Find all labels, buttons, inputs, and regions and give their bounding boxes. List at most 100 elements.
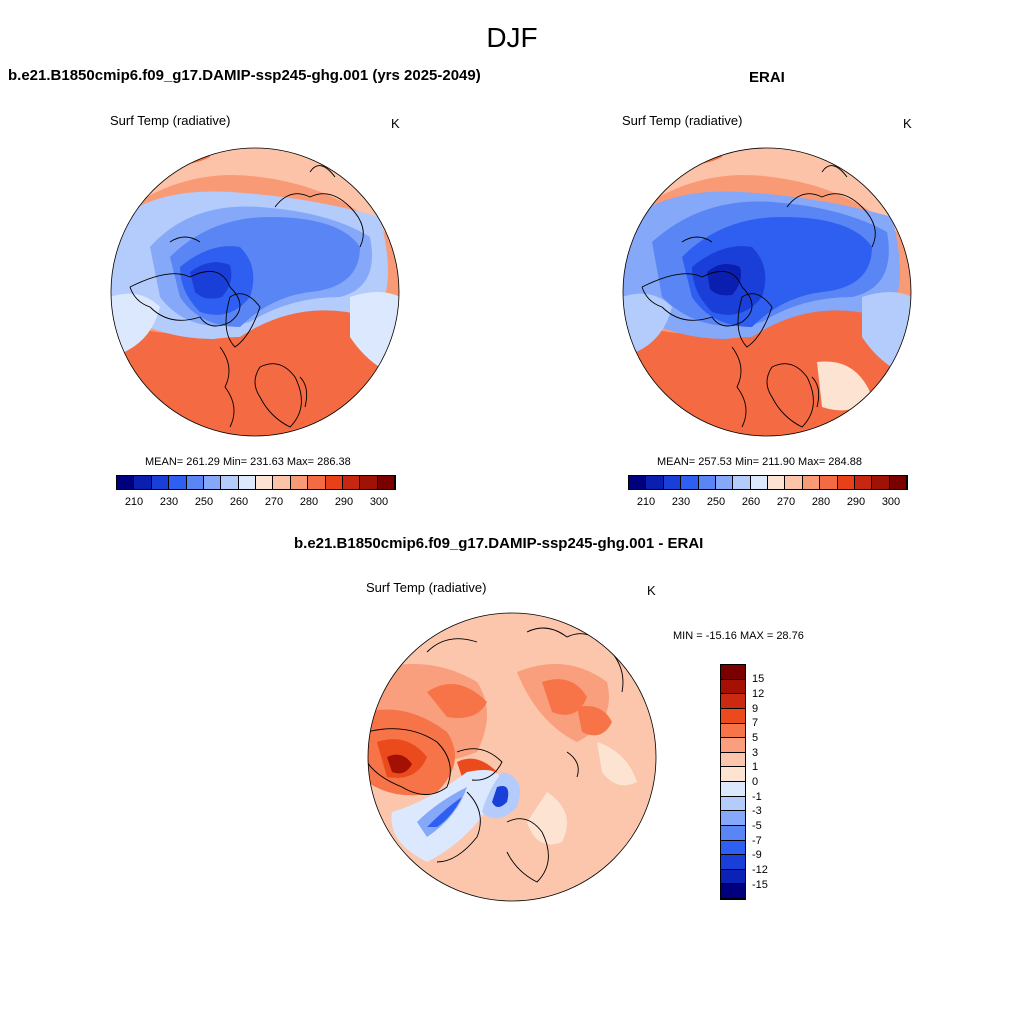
colorbar-tick: -15 (752, 879, 768, 891)
colorbar-swatch (721, 840, 745, 856)
colorbar-swatch (721, 869, 745, 885)
colorbar-swatch (721, 884, 745, 899)
panel-2-variable: Surf Temp (radiative) (622, 113, 743, 128)
colorbar-tick: 260 (229, 496, 249, 508)
colorbar-swatch (238, 476, 256, 489)
colorbar-swatch (820, 476, 838, 489)
colorbar-tick: -12 (752, 864, 768, 876)
colorbar-tick: 0 (752, 776, 759, 788)
colorbar-swatch (151, 476, 170, 489)
colorbar-swatch (721, 855, 745, 870)
colorbar-swatch (802, 476, 821, 489)
panel-3-variable: Surf Temp (radiative) (366, 580, 487, 595)
panel-3-stats: MIN = -15.16 MAX = 28.76 (673, 630, 804, 642)
panel-3-title: b.e21.B1850cmip6.f09_g17.DAMIP-ssp245-gh… (294, 535, 704, 552)
colorbar-swatch (872, 476, 890, 489)
colorbar-swatch (698, 476, 716, 489)
colorbar-swatch (721, 723, 745, 739)
colorbar-swatch (290, 476, 309, 489)
colorbar-swatch (273, 476, 291, 489)
colorbar-swatch (721, 782, 745, 797)
panel-1-colorbar-ticks: 210 230 250 260 270 280 290 300 (116, 496, 396, 510)
map-erai-surface-temperature (622, 147, 912, 437)
colorbar-swatch (889, 476, 907, 489)
colorbar-tick: 300 (369, 496, 389, 508)
colorbar-tick: 270 (264, 496, 284, 508)
colorbar-tick: 290 (846, 496, 866, 508)
colorbar-swatch (134, 476, 152, 489)
panel-3-units: K (647, 583, 656, 598)
colorbar-tick: -9 (752, 849, 762, 861)
colorbar-tick: 230 (159, 496, 179, 508)
colorbar-swatch (169, 476, 187, 489)
colorbar-swatch (663, 476, 682, 489)
panel-1-units: K (391, 116, 400, 131)
colorbar-swatch (721, 708, 745, 724)
map-model-surface-temperature (110, 147, 400, 437)
colorbar-tick: 270 (776, 496, 796, 508)
colorbar-tick: 250 (194, 496, 214, 508)
colorbar-tick: 9 (752, 703, 759, 715)
colorbar-swatch (342, 476, 361, 489)
colorbar-swatch (721, 811, 745, 826)
colorbar-swatch (721, 694, 745, 709)
panel-2-colorbar-ticks: 210 230 250 260 270 280 290 300 (628, 496, 908, 510)
colorbar-swatch (750, 476, 768, 489)
colorbar-tick: -5 (752, 820, 762, 832)
panel-3-colorbar-ticks: 15 12 9 7 5 3 1 0 -1 -3 -5 -7 -9 -12 -15 (752, 664, 792, 900)
colorbar-swatch (681, 476, 699, 489)
panel-2-title: ERAI (749, 69, 785, 86)
colorbar-swatch (221, 476, 239, 489)
colorbar-swatch (256, 476, 274, 489)
colorbar-tick: 210 (636, 496, 656, 508)
colorbar-swatch (854, 476, 873, 489)
colorbar-tick: 290 (334, 496, 354, 508)
panel-1-variable: Surf Temp (radiative) (110, 113, 231, 128)
colorbar-swatch (721, 796, 745, 812)
panel-1-stats: MEAN= 261.29 Min= 231.63 Max= 286.38 (145, 456, 351, 468)
colorbar-tick: 1 (752, 761, 759, 773)
colorbar-tick: 15 (752, 673, 765, 685)
panel-1-colorbar (116, 475, 396, 490)
colorbar-swatch (325, 476, 343, 489)
colorbar-swatch (768, 476, 786, 489)
colorbar-tick: 250 (706, 496, 726, 508)
page-title: DJF (486, 22, 538, 53)
colorbar-swatch (721, 752, 745, 768)
panel-2-stats: MEAN= 257.53 Min= 211.90 Max= 284.88 (657, 456, 862, 468)
colorbar-tick: 230 (671, 496, 691, 508)
colorbar-swatch (186, 476, 204, 489)
colorbar-tick: -1 (752, 791, 762, 803)
panel-2-colorbar (628, 475, 908, 490)
colorbar-tick: -3 (752, 805, 762, 817)
panel-2-units: K (903, 116, 912, 131)
colorbar-swatch (646, 476, 664, 489)
colorbar-tick: -7 (752, 835, 762, 847)
colorbar-tick: 7 (752, 717, 759, 729)
colorbar-swatch (721, 738, 745, 753)
colorbar-tick: 12 (752, 688, 765, 700)
colorbar-swatch (721, 665, 745, 680)
colorbar-swatch (117, 476, 135, 489)
colorbar-swatch (308, 476, 326, 489)
colorbar-swatch (715, 476, 734, 489)
colorbar-swatch (203, 476, 222, 489)
panel-1-title: b.e21.B1850cmip6.f09_g17.DAMIP-ssp245-gh… (8, 67, 481, 84)
colorbar-tick: 300 (881, 496, 901, 508)
panel-3-colorbar (720, 664, 746, 900)
colorbar-swatch (785, 476, 803, 489)
colorbar-swatch (721, 825, 745, 841)
colorbar-swatch (733, 476, 751, 489)
colorbar-swatch (837, 476, 855, 489)
colorbar-tick: 280 (811, 496, 831, 508)
colorbar-tick: 3 (752, 747, 759, 759)
colorbar-tick: 210 (124, 496, 144, 508)
colorbar-tick: 280 (299, 496, 319, 508)
colorbar-swatch (629, 476, 647, 489)
colorbar-swatch (721, 767, 745, 782)
colorbar-swatch (721, 679, 745, 695)
map-difference-surface-temperature (367, 612, 657, 902)
colorbar-tick: 5 (752, 732, 759, 744)
colorbar-tick: 260 (741, 496, 761, 508)
colorbar-swatch (377, 476, 395, 489)
